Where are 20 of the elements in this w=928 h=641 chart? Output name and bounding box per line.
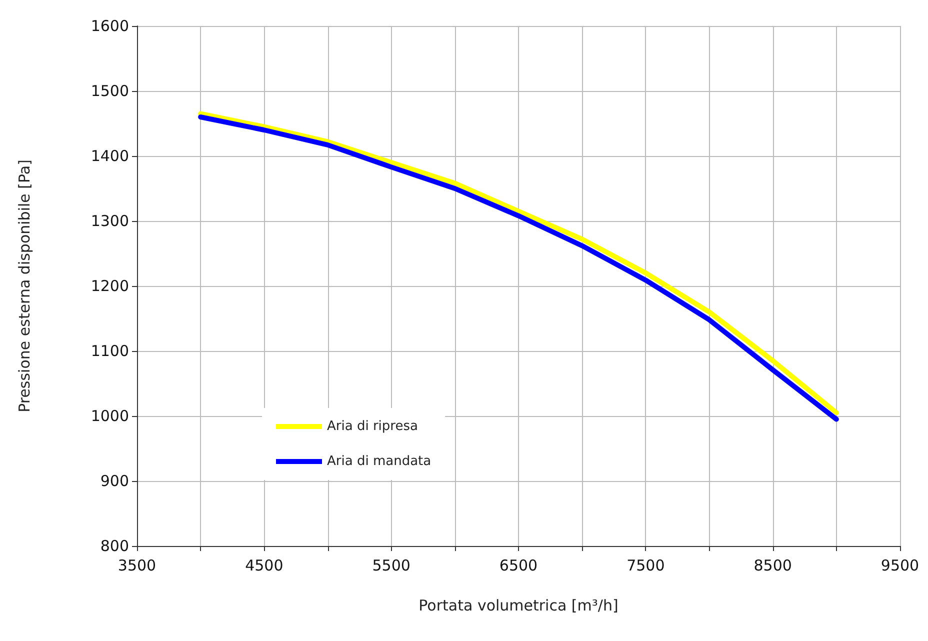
y-tick-label: 1600 — [90, 17, 129, 35]
x-tick-label: 3500 — [118, 556, 156, 574]
y-tick-label: 900 — [100, 472, 129, 490]
x-tick-label: 6500 — [499, 556, 538, 574]
y-tick-label: 1100 — [90, 342, 129, 360]
y-tick-label: 1300 — [90, 212, 129, 230]
y-tick-label: 1200 — [90, 277, 129, 295]
x-tick-label: 7500 — [626, 556, 665, 574]
x-axis-title: Portata volumetrica [m³/h] — [418, 596, 618, 614]
legend-label: Aria di ripresa — [327, 419, 418, 434]
x-tick-label: 9500 — [880, 556, 920, 574]
y-tick-label: 800 — [100, 537, 129, 555]
y-tick-label: 1000 — [90, 407, 129, 425]
x-tick-label: 8500 — [754, 556, 792, 574]
legend-label: Aria di mandata — [327, 454, 432, 469]
y-axis-title: Pressione esterna disponibile [Pa] — [16, 160, 34, 412]
x-tick-label: 4500 — [245, 556, 284, 574]
y-tick-label: 1500 — [90, 82, 129, 100]
x-tick-label: 5500 — [372, 556, 410, 574]
y-tick-label: 1400 — [90, 147, 129, 165]
